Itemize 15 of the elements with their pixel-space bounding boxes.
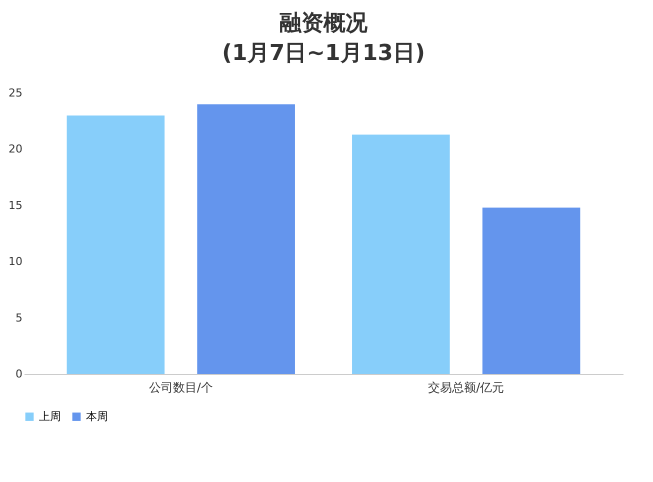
x-tick-label: 公司数目/个: [148, 380, 213, 394]
legend-label: 上周: [39, 410, 61, 423]
y-tick-label: 5: [16, 311, 22, 324]
y-tick-label: 0: [16, 368, 22, 380]
chart-title: 融资概况 (1月7日~1月13日): [222, 11, 426, 66]
bar: [352, 134, 450, 374]
x-tick-label: 交易总额/亿元: [428, 380, 504, 394]
y-tick-label: 10: [8, 255, 22, 268]
bar: [197, 104, 295, 374]
y-tick-label: 20: [8, 142, 22, 156]
y-tick-label: 25: [8, 86, 22, 100]
bar: [66, 115, 165, 374]
bar: [482, 208, 580, 374]
legend-label: 本周: [86, 410, 108, 423]
y-tick-label: 15: [8, 198, 22, 212]
